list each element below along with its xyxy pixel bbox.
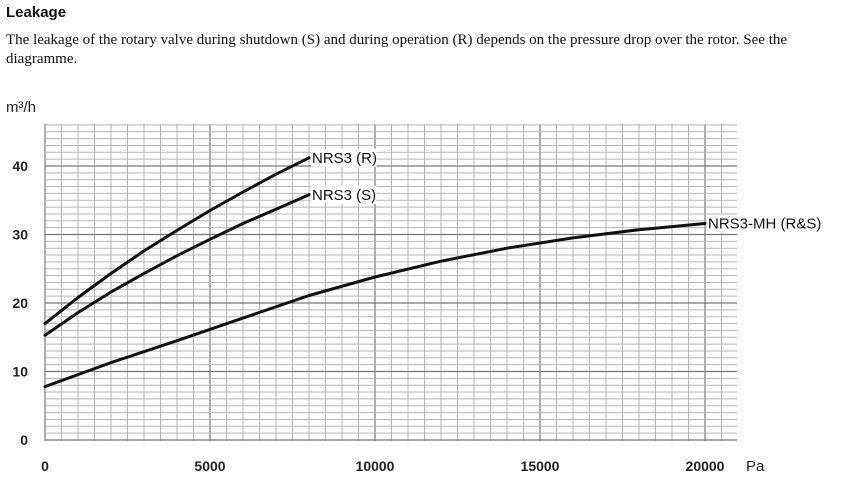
x-tick-label: 0 xyxy=(41,458,49,474)
x-tick-label: 5000 xyxy=(194,458,225,474)
y-tick-label: 30 xyxy=(12,227,28,243)
grid xyxy=(44,124,737,441)
series-label: NRS3 (R) xyxy=(312,150,377,167)
section-heading: Leakage xyxy=(6,4,67,21)
series-label-bg xyxy=(311,185,377,204)
y-tick-label: 10 xyxy=(12,364,28,380)
series-line-0 xyxy=(43,156,311,326)
axes: 0 5000 10000 15000 20000 0 10 20 30 40 Pa m³/h xyxy=(6,99,765,475)
series-label-bg xyxy=(311,148,377,167)
section-description: The leakage of the rotary valve during s… xyxy=(6,32,788,67)
x-axis-label: Pa xyxy=(746,458,765,475)
y-axis-label: m³/h xyxy=(6,99,36,116)
y-tick-label: 0 xyxy=(20,432,28,448)
series-label: NRS3-MH (R&S) xyxy=(708,216,821,233)
x-tick-label: 20000 xyxy=(686,458,725,474)
series-labels: NRS3 (R) NRS3 (S) NRS3-MH (R&S) xyxy=(311,148,821,233)
series-lines xyxy=(43,156,707,389)
series-label: NRS3 (S) xyxy=(312,187,376,204)
y-tick-label: 40 xyxy=(12,158,28,174)
x-tick-label: 10000 xyxy=(356,458,395,474)
series-line-1 xyxy=(43,193,311,337)
y-tick-label: 20 xyxy=(12,295,28,311)
x-tick-label: 15000 xyxy=(521,458,560,474)
series-line-2 xyxy=(43,222,707,389)
series-label-bg xyxy=(707,214,814,233)
